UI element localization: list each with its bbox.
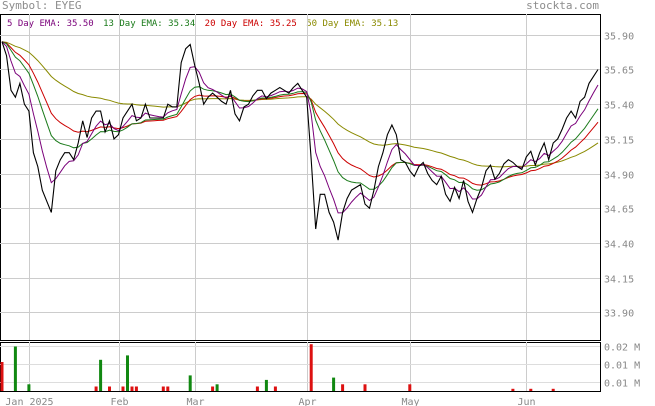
- y-tick-label: 35.40: [604, 101, 634, 112]
- price-panel-frame: [0, 14, 601, 341]
- ema50-line: [1, 41, 599, 168]
- volume-bar: [255, 386, 259, 391]
- legend: 5 Day EMA: 35.50 13 Day EMA: 35.34 20 Da…: [7, 19, 402, 29]
- volume-bar: [161, 386, 165, 391]
- x-tick-label: Feb: [110, 397, 128, 406]
- volume-tick-label: 0.02 M: [604, 343, 640, 354]
- volume-bar: [511, 388, 515, 391]
- volume-bar: [341, 384, 345, 391]
- y-tick-label: 33.90: [604, 309, 634, 320]
- volume-bar: [551, 388, 555, 391]
- volume-bar: [408, 384, 412, 391]
- volume-bar: [108, 386, 111, 391]
- y-tick-label: 35.90: [604, 32, 634, 43]
- volume-bar: [27, 384, 31, 391]
- volume-bar: [94, 386, 98, 391]
- volume-bar: [215, 384, 219, 391]
- y-tick-label: 35.15: [604, 136, 634, 147]
- legend-ema5: 5 Day EMA: 35.50: [7, 19, 94, 29]
- legend-ema13: 13 Day EMA: 35.34: [103, 19, 196, 29]
- volume-bar: [529, 388, 533, 391]
- volume-bar: [309, 344, 313, 391]
- y-tick-label: 34.90: [604, 171, 634, 182]
- volume-bar: [13, 346, 17, 391]
- volume-bar: [0, 362, 4, 391]
- volume-tick-label: 0.01 M: [604, 379, 640, 390]
- volume-bar: [130, 386, 134, 391]
- volume-bar: [211, 386, 215, 391]
- volume-bar: [332, 377, 336, 391]
- x-tick-label: Apr: [298, 397, 316, 406]
- x-tick-label: May: [401, 397, 419, 406]
- x-tick-label: Mar: [186, 397, 204, 406]
- y-tick-label: 35.65: [604, 66, 634, 77]
- site-name: stockta.com: [526, 0, 599, 12]
- x-tick-label: Jun: [517, 397, 535, 406]
- volume-bar: [273, 386, 277, 391]
- legend-ema20: 20 Day EMA: 35.25: [204, 19, 297, 29]
- volume-bar: [126, 355, 129, 391]
- volume-bar: [99, 359, 103, 391]
- ema5-line: [1, 41, 599, 214]
- volume-bar: [166, 386, 170, 391]
- volume-bar: [264, 379, 268, 391]
- volume-tick-label: 0.01 M: [604, 361, 640, 372]
- volume-panel-frame: [0, 342, 601, 392]
- volume-bar: [188, 375, 192, 391]
- ema13-line: [1, 41, 599, 191]
- symbol-label: Symbol: EYEG: [2, 0, 82, 12]
- volume-bar: [134, 386, 138, 391]
- legend-ema50: 50 Day EMA: 35.13: [306, 19, 399, 29]
- y-tick-label: 34.40: [604, 240, 634, 251]
- ema20-line: [1, 41, 599, 186]
- price-line: [1, 41, 599, 241]
- y-tick-label: 34.15: [604, 275, 634, 286]
- x-tick-label: Jan 2025: [5, 397, 53, 406]
- y-tick-label: 34.65: [604, 205, 634, 216]
- volume-bar: [363, 384, 367, 391]
- volume-bar: [121, 386, 125, 391]
